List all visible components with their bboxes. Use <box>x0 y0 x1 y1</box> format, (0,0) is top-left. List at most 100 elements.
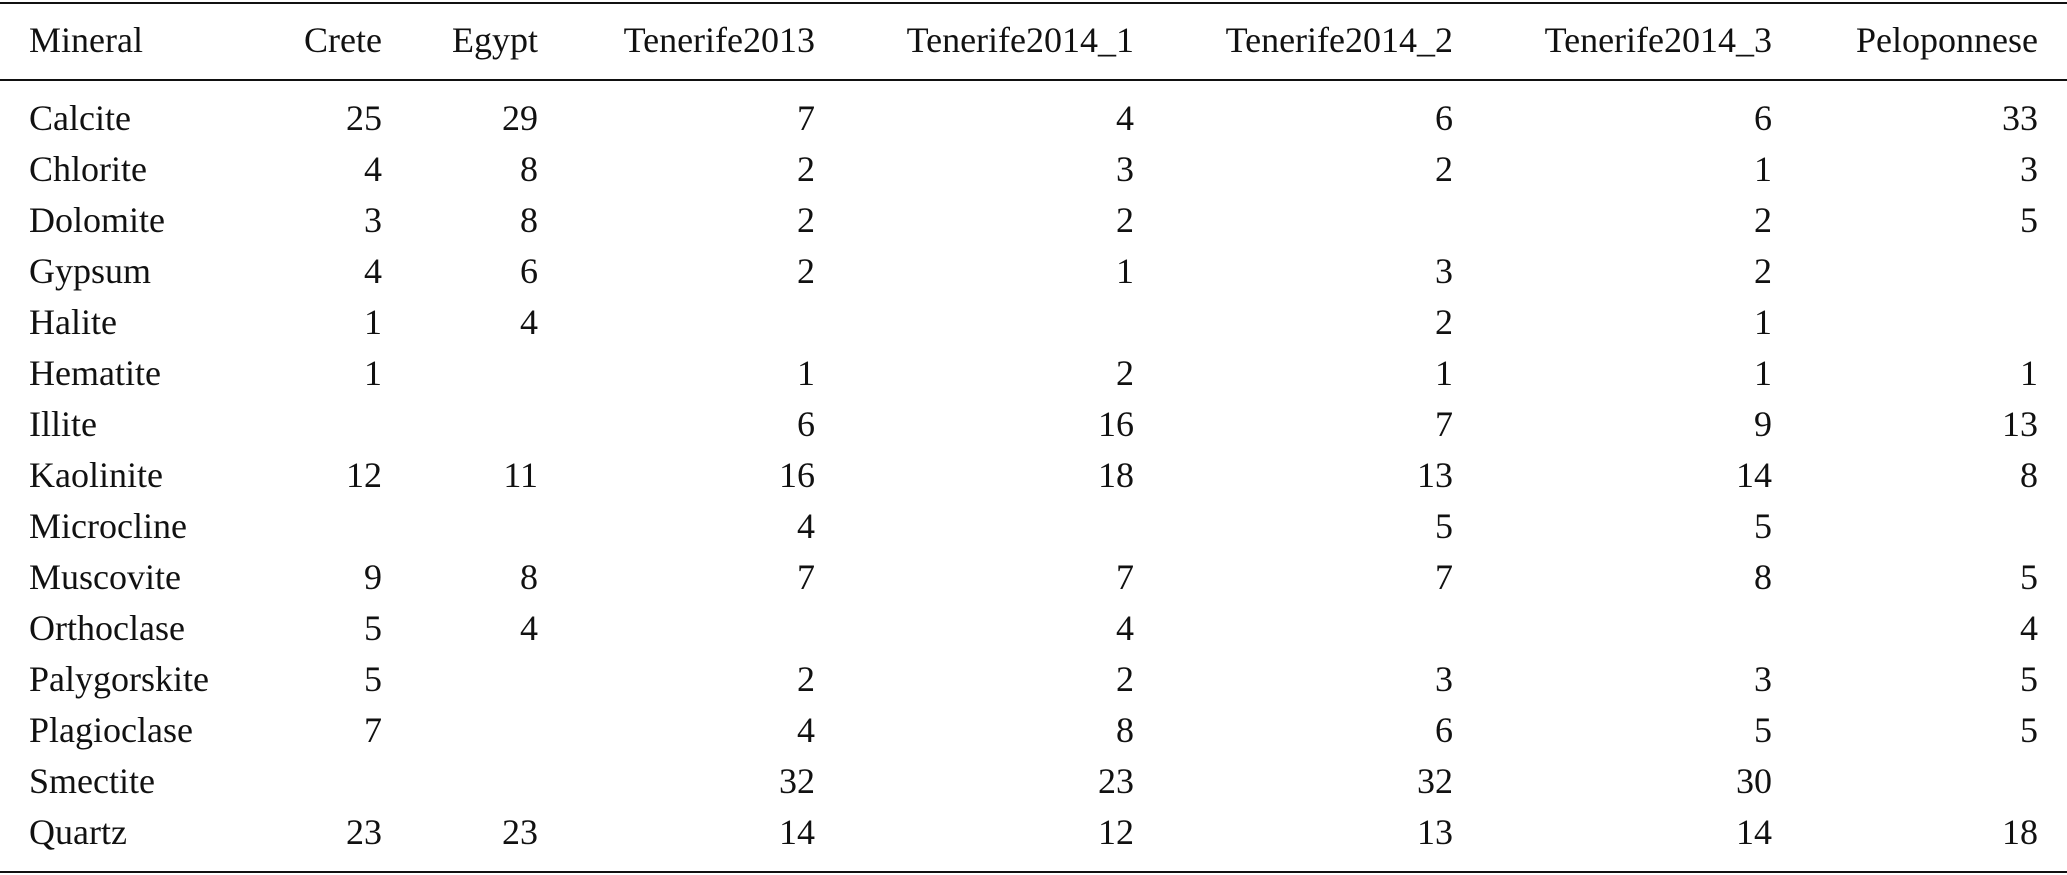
table-cell: 30 <box>1736 761 1772 801</box>
table-cell: 1 <box>1754 302 1772 342</box>
table-cell: 13 <box>2002 404 2038 444</box>
table-cell: 1 <box>2020 353 2038 393</box>
table-cell: 32 <box>779 761 815 801</box>
table-cell: 5 <box>2020 557 2038 597</box>
table-cell: 2 <box>1754 251 1772 291</box>
table-cell: 4 <box>1116 608 1134 648</box>
table-cell: 8 <box>1116 710 1134 750</box>
table-cell: 2 <box>1754 200 1772 240</box>
header-cell: Tenerife2014_1 <box>906 20 1134 60</box>
table-cell: 4 <box>520 302 538 342</box>
table-cell: 4 <box>364 149 382 189</box>
header-cell: Tenerife2014_2 <box>1225 20 1453 60</box>
table-cell: 4 <box>1116 98 1134 138</box>
table-cell: 4 <box>364 251 382 291</box>
table-cell: 1 <box>1116 251 1134 291</box>
table-cell: 18 <box>1098 455 1134 495</box>
table-cell: 2 <box>1435 302 1453 342</box>
header-cell: Tenerife2013 <box>623 20 815 60</box>
header-rule <box>0 79 2067 81</box>
table-cell: 1 <box>1754 353 1772 393</box>
row-label: Gypsum <box>29 251 152 291</box>
table-cell: 1 <box>797 353 815 393</box>
table-cell: 8 <box>520 200 538 240</box>
row-label: Halite <box>29 302 117 342</box>
header-cell: Tenerife2014_3 <box>1544 20 1772 60</box>
row-label: Microcline <box>29 506 187 546</box>
bottom-rule <box>0 871 2067 873</box>
table-cell: 7 <box>1435 557 1453 597</box>
table-cell: 23 <box>346 812 382 852</box>
table-cell: 12 <box>1098 812 1134 852</box>
table-cell: 1 <box>1754 149 1772 189</box>
table-cell: 14 <box>779 812 815 852</box>
table-cell: 8 <box>2020 455 2038 495</box>
table-cell: 1 <box>364 302 382 342</box>
table-cell: 5 <box>364 659 382 699</box>
table-cell: 25 <box>346 98 382 138</box>
top-rule <box>0 2 2067 4</box>
row-label: Kaolinite <box>29 455 163 495</box>
table-cell: 2 <box>1116 353 1134 393</box>
table-cell: 23 <box>1098 761 1134 801</box>
table-cell: 9 <box>1754 404 1772 444</box>
table-cell: 4 <box>797 506 815 546</box>
table-cell: 3 <box>1754 659 1772 699</box>
table-cell: 6 <box>797 404 815 444</box>
table-cell: 16 <box>1098 404 1134 444</box>
table-cell: 6 <box>1754 98 1772 138</box>
table-cell: 2 <box>1116 659 1134 699</box>
row-label: Dolomite <box>29 200 165 240</box>
table-cell: 6 <box>520 251 538 291</box>
table-cell: 5 <box>1435 506 1453 546</box>
table-cell: 13 <box>1417 455 1453 495</box>
table-cell: 7 <box>797 98 815 138</box>
table-cell: 33 <box>2002 98 2038 138</box>
header-cell: Crete <box>304 20 382 60</box>
row-label: Palygorskite <box>29 659 209 699</box>
table-cell: 2 <box>1435 149 1453 189</box>
table-cell: 4 <box>797 710 815 750</box>
row-label: Hematite <box>29 353 161 393</box>
table-cell: 18 <box>2002 812 2038 852</box>
table-cell: 2 <box>797 251 815 291</box>
row-label: Muscovite <box>29 557 181 597</box>
table-cell: 9 <box>364 557 382 597</box>
table-cell: 14 <box>1736 455 1772 495</box>
row-label: Orthoclase <box>29 608 185 648</box>
table-cell: 3 <box>2020 149 2038 189</box>
table-cell: 1 <box>364 353 382 393</box>
table-cell: 7 <box>1116 557 1134 597</box>
table-cell: 14 <box>1736 812 1772 852</box>
row-label: Calcite <box>29 98 131 138</box>
row-label: Quartz <box>29 812 127 852</box>
table-cell: 7 <box>797 557 815 597</box>
table-cell: 5 <box>364 608 382 648</box>
table-cell: 8 <box>520 557 538 597</box>
table-cell: 11 <box>503 455 538 495</box>
table-cell: 3 <box>364 200 382 240</box>
table-cell: 3 <box>1435 659 1453 699</box>
table-cell: 7 <box>364 710 382 750</box>
table-cell: 23 <box>502 812 538 852</box>
table-cell: 16 <box>779 455 815 495</box>
table-cell: 2 <box>797 200 815 240</box>
header-cell: Mineral <box>29 20 143 60</box>
table-cell: 3 <box>1116 149 1134 189</box>
table-cell: 8 <box>1754 557 1772 597</box>
table-cell: 1 <box>1435 353 1453 393</box>
row-label: Smectite <box>29 761 155 801</box>
table-cell: 2 <box>797 659 815 699</box>
table-cell: 2 <box>1116 200 1134 240</box>
row-label: Chlorite <box>29 149 147 189</box>
table-cell: 4 <box>520 608 538 648</box>
table-cell: 6 <box>1435 98 1453 138</box>
table-cell: 2 <box>797 149 815 189</box>
table-cell: 3 <box>1435 251 1453 291</box>
table-cell: 7 <box>1435 404 1453 444</box>
table-cell: 8 <box>520 149 538 189</box>
table-cell: 5 <box>2020 659 2038 699</box>
table-cell: 4 <box>2020 608 2038 648</box>
header-cell: Peloponnese <box>1856 20 2038 60</box>
table-cell: 5 <box>1754 710 1772 750</box>
